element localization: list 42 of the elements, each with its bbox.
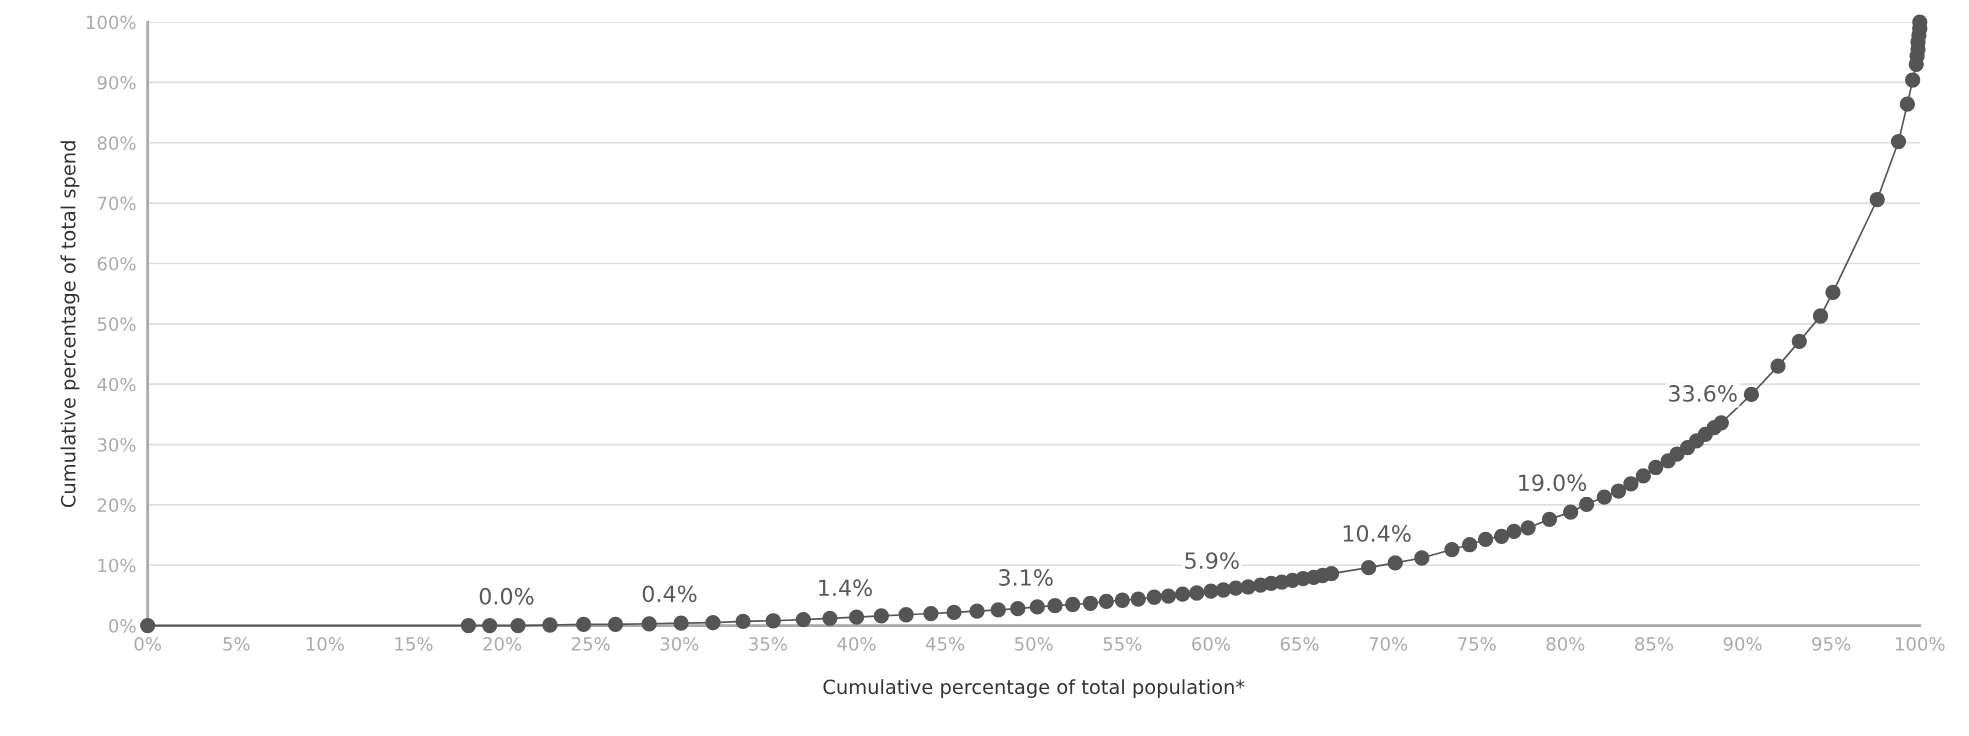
y-tick-label: 50% xyxy=(97,317,136,331)
x-tick-label: 85% xyxy=(1635,637,1674,651)
x-tick-label: 50% xyxy=(1015,637,1053,651)
x-tick-label: 70% xyxy=(1369,637,1408,651)
x-tick-label: 55% xyxy=(1103,637,1142,651)
x-tick-label: 60% xyxy=(1192,637,1230,651)
annotation: 33.6% xyxy=(1669,385,1737,402)
x-tick-label: 95% xyxy=(1812,637,1851,651)
annotation: 0.0% xyxy=(479,587,534,605)
x-tick-label: 25% xyxy=(571,637,610,651)
y-tick-label: 20% xyxy=(97,498,136,513)
x-tick-label: 10% xyxy=(306,637,344,651)
y-tick-label: 30% xyxy=(97,438,136,452)
x-tick-label: 40% xyxy=(837,637,876,651)
annotation: 19.0% xyxy=(1519,474,1587,492)
y-tick-label: 100% xyxy=(86,15,136,30)
y-tick-label: 10% xyxy=(98,558,136,573)
y-tick-label: 80% xyxy=(97,136,136,150)
x-tick-label: 45% xyxy=(925,637,965,651)
x-tick-label: 5% xyxy=(223,637,250,651)
x-tick-label: 0% xyxy=(134,637,161,651)
annotation: 0.4% xyxy=(642,585,697,603)
x-tick-label: 75% xyxy=(1458,637,1496,651)
x-tick-label: 20% xyxy=(483,637,522,651)
annotation: 5.9% xyxy=(1185,552,1239,570)
y-tick-label: 0% xyxy=(109,619,136,633)
x-tick-label: 80% xyxy=(1546,637,1585,651)
x-tick-label: 35% xyxy=(749,637,787,651)
x-tick-label: 65% xyxy=(1280,637,1319,651)
annotation: 1.4% xyxy=(819,579,872,597)
y-tick-label: 60% xyxy=(97,256,136,271)
y-tick-label: 40% xyxy=(97,377,136,392)
annotation: 3.1% xyxy=(999,569,1053,586)
x-tick-label: 90% xyxy=(1723,637,1762,651)
x-tick-label: 30% xyxy=(660,637,699,651)
y-tick-label: 90% xyxy=(97,75,136,90)
x-tick-label: 100% xyxy=(1895,637,1945,651)
x-tick-label: 15% xyxy=(395,637,433,651)
annotation: 10.4% xyxy=(1343,525,1411,542)
y-tick-label: 70% xyxy=(97,196,136,211)
x-axis-title: Cumulative percentage of total population* xyxy=(823,679,1245,698)
y-axis-title: Cumulative percentage of total spend xyxy=(60,141,80,508)
